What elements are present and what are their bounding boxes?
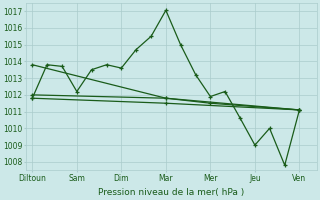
X-axis label: Pression niveau de la mer( hPa ): Pression niveau de la mer( hPa ) — [98, 188, 244, 197]
